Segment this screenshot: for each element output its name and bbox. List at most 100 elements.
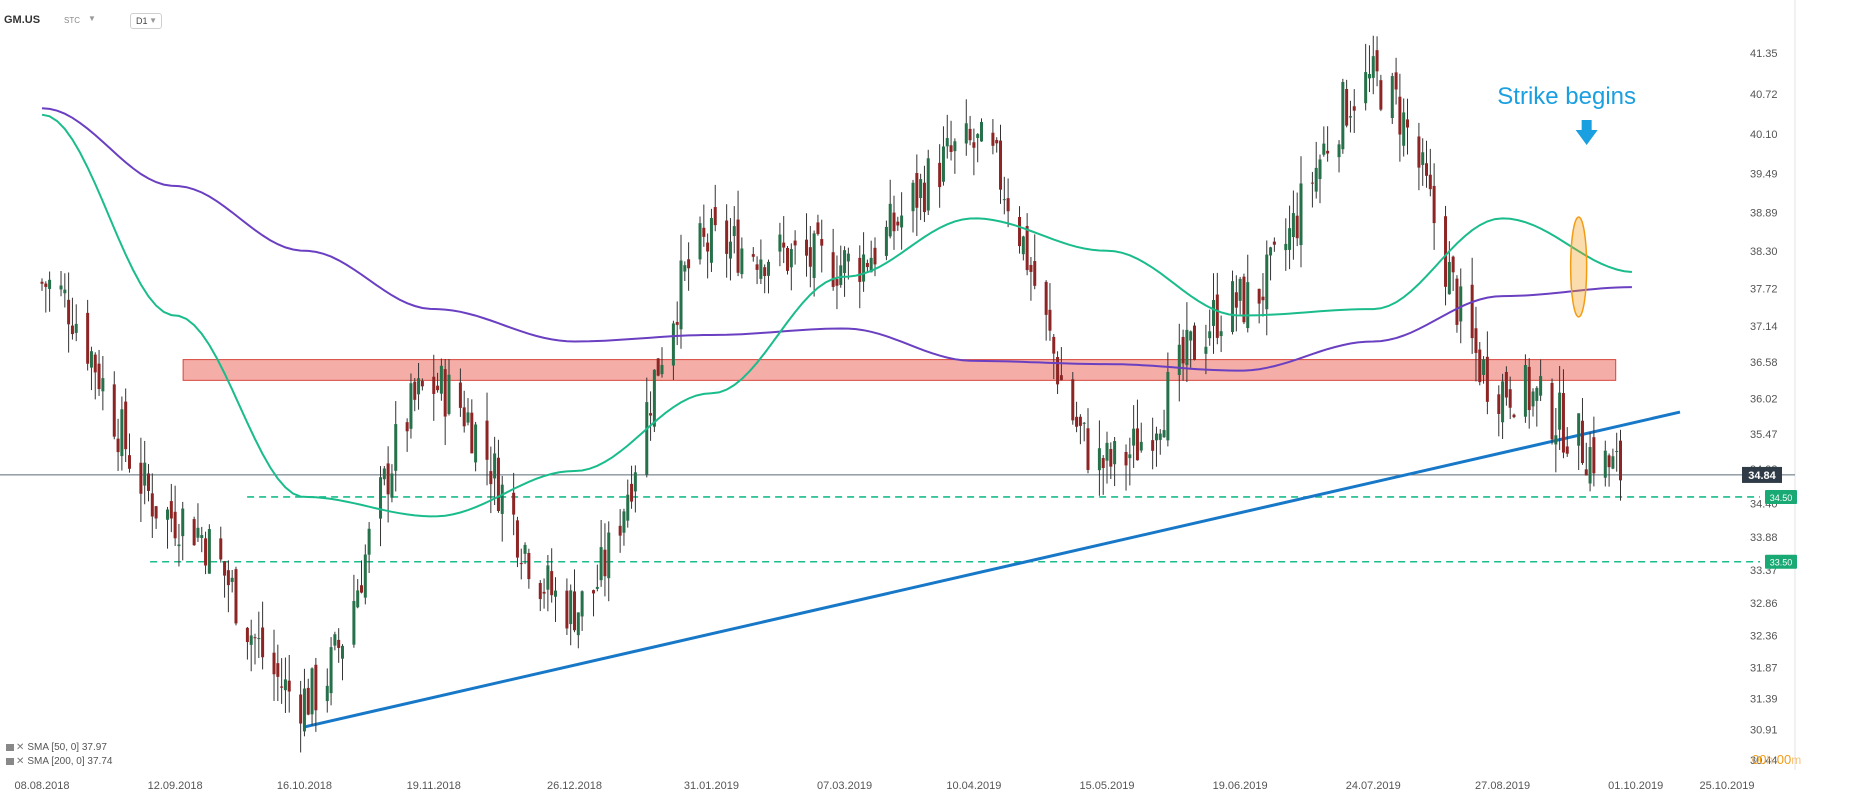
candle-body [1033,261,1037,286]
candle-body [1044,281,1048,315]
x-tick-label: 10.04.2019 [946,780,1001,792]
candle-body [340,645,344,659]
candle-body [1105,442,1109,461]
candle-body [846,253,850,262]
sma200-line [41,107,1632,372]
candle-body [911,182,915,212]
candle-body [337,639,341,648]
annotation-label: Strike begins [1497,83,1636,110]
candle-body [1425,163,1429,176]
y-tick-label: 37.72 [1750,283,1778,295]
candle-body [1124,451,1128,466]
indicator-legend-sma50[interactable]: ✕ SMA [50, 0] 37.97 [6,742,107,753]
support-level-label: 34.50 [1770,493,1793,503]
x-tick-label: 15.05.2019 [1079,780,1134,792]
y-tick-label: 37.14 [1750,321,1778,333]
candle-body [124,401,128,450]
candle-body [1059,375,1063,381]
candle-body [1257,288,1261,304]
candle-body [1531,391,1535,407]
candle-body [382,468,386,480]
candle-body [390,473,394,498]
candle-body [1075,416,1079,427]
candle-body [112,384,116,437]
indicator-legend-sma200[interactable]: ✕ SMA [200, 0] 37.74 [6,756,112,767]
candle-body [417,378,421,395]
candle-body [1265,254,1269,310]
candle-body [470,412,474,454]
candle-body [1162,430,1166,438]
candle-body [200,535,204,538]
y-tick-label: 38.30 [1750,246,1778,258]
candle-body [1455,278,1459,325]
candle-body [276,663,280,677]
indicator-list-icon [6,757,14,765]
chevron-down-icon[interactable]: ▼ [88,14,96,23]
candle-body [1056,357,1060,385]
candle-body [93,354,97,373]
candle-body [1364,72,1368,104]
candle-body [1246,282,1250,329]
candle-body [86,312,90,364]
candle-body [97,363,101,390]
candle-body [1482,359,1486,375]
candle-body [1588,447,1592,484]
candle-body [1086,428,1090,470]
candle-body [496,457,500,512]
candle-body [207,529,211,574]
candle-body [1352,106,1356,111]
x-tick-label: 19.11.2018 [407,780,461,792]
close-icon[interactable]: ✕ [16,742,25,753]
candle-body [196,527,200,538]
candle-body [820,239,824,246]
candle-body [671,323,675,366]
candle-body [1508,389,1512,408]
close-icon[interactable]: ✕ [16,756,25,767]
candle-body [287,680,291,692]
candle-body [120,409,124,457]
candle-body [226,570,230,586]
candle-body [1025,226,1029,271]
x-tick-label: 08.08.2018 [14,780,69,792]
candle-body [1394,72,1398,90]
candle-body [812,233,816,278]
candle-body [1154,433,1158,441]
candle-body [740,248,744,275]
candle-body [565,590,569,629]
y-tick-label: 40.72 [1750,89,1778,101]
candle-body [329,647,333,694]
candle-body [154,506,158,519]
candle-body [805,239,809,256]
candle-body [1310,182,1314,184]
arrow-down-icon [1575,120,1598,145]
x-tick-label: 19.06.2019 [1213,780,1268,792]
timer-minutes: 00 [1776,752,1792,767]
candle-body [1181,336,1185,364]
candle-body [219,538,223,560]
candle-body [1021,236,1025,255]
candle-body [166,509,170,520]
candle-body [679,260,683,330]
candle-body [1501,381,1505,423]
candle-body [1215,294,1219,338]
candle-body [831,252,835,287]
candle-body [1615,451,1619,453]
candle-body [1417,136,1421,168]
candle-body [1288,228,1292,250]
x-tick-label: 07.03.2019 [817,780,872,792]
candle-body [595,586,599,589]
candle-body [550,571,554,596]
candle-body [926,158,930,211]
candle-body [999,140,1003,190]
candle-body [443,369,447,417]
candle-body [527,552,531,580]
timeframe-select[interactable]: D1 ▼ [130,13,162,29]
candle-body [1341,81,1345,150]
candle-body [485,420,489,460]
candle-body [972,142,976,148]
candle-body [1158,433,1162,440]
candle-body [177,544,181,547]
resistance-zone [182,359,1617,381]
symbol-label[interactable]: GM.US [4,14,41,26]
